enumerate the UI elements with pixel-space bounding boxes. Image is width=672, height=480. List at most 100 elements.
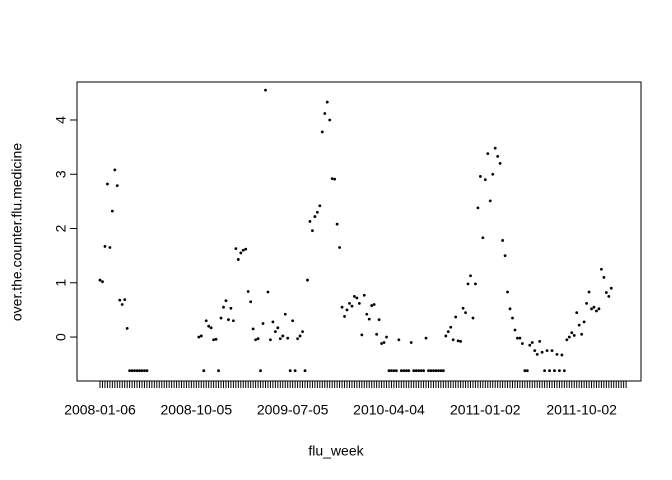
point [306,278,309,282]
point [135,369,139,373]
point [488,199,492,203]
point [276,326,280,330]
point [498,161,502,165]
point [550,349,554,353]
x-tick-label: 2009-07-05 [257,402,329,418]
point [291,319,295,323]
point [244,247,248,251]
point [140,369,144,373]
point [145,369,149,373]
point [125,326,129,330]
point [404,369,408,373]
y-axis-label: over.the.counter.flu.medicine [9,143,25,321]
point [434,369,438,373]
point [390,369,393,373]
point [231,319,235,323]
point [278,337,282,341]
point [266,290,270,294]
point [202,369,206,373]
point [207,324,211,328]
point [380,342,383,345]
point [261,322,265,325]
point [335,222,339,226]
point [530,341,534,344]
point [343,315,346,318]
point [387,369,391,373]
point [367,317,371,321]
point [370,304,374,307]
point [350,304,354,308]
point [249,300,253,304]
point [432,369,435,373]
point [429,369,433,373]
point [296,337,299,341]
point [451,338,455,342]
point [362,293,366,297]
point [424,336,428,340]
point [256,337,260,341]
point [323,112,327,115]
point [523,369,527,373]
point [311,229,314,233]
point [412,369,416,373]
x-tick-label: 2008-10-05 [161,402,233,418]
point [427,369,430,373]
x-tick-label: 2008-01-06 [64,402,136,418]
point [560,353,564,357]
point [301,330,304,334]
point [273,330,277,334]
point [395,369,398,373]
point [254,338,258,342]
point [464,311,467,315]
point [308,220,312,223]
point [491,172,495,176]
point [580,332,584,336]
point [518,336,522,340]
x-tick-label: 2010-04-04 [353,402,425,418]
point [365,312,369,316]
point [348,302,351,305]
point [315,210,319,214]
x-tick-label: 2011-01-02 [450,402,521,418]
point [587,290,591,294]
point [222,305,225,309]
point [454,315,458,319]
point [590,307,593,311]
point [271,320,275,324]
point [236,258,240,261]
point [281,334,285,338]
point [545,349,549,353]
point [538,339,542,343]
point [540,350,544,354]
point [251,327,255,331]
point [357,302,361,305]
point [298,334,302,338]
point [98,278,102,282]
point [118,298,122,302]
point [330,177,334,180]
point [469,274,472,278]
point [108,246,112,249]
point [466,282,470,286]
point [439,369,443,373]
point [138,369,141,373]
point [197,335,201,339]
point [528,343,532,347]
point [360,333,364,337]
point [377,318,381,322]
point [115,184,119,188]
point [449,325,453,329]
point [543,369,546,373]
point [520,342,524,345]
point [392,369,396,373]
point [407,369,411,373]
point [478,175,482,178]
point [320,130,324,134]
point [422,369,425,373]
point [133,369,136,373]
point [293,369,297,373]
point [397,338,401,342]
point [513,328,517,332]
point [219,316,223,320]
